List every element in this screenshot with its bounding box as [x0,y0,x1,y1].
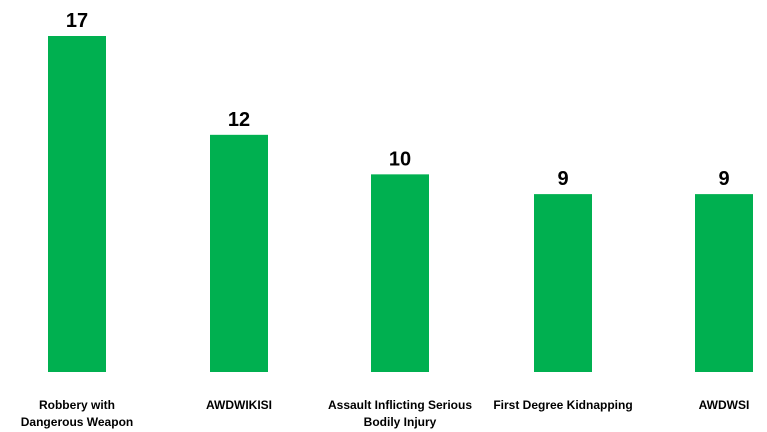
category-label-2: AWDWIKISI [206,398,272,412]
category-label-line: Robbery with [39,398,115,412]
data-label-1: 17 [66,10,88,32]
category-label-line: Bodily Injury [364,415,437,429]
data-label-4: 9 [557,168,568,190]
bar-4 [534,194,592,372]
category-labels-group: Robbery with Dangerous Weapon AWDWIKISI Ass… [21,398,750,429]
bar-1 [48,36,106,372]
data-labels-group: 17 12 10 9 9 [66,10,730,190]
data-label-5: 9 [718,168,729,190]
category-label-line: Dangerous Weapon [21,415,133,429]
category-label-line: Assault Inflicting Serious [328,398,472,412]
bars-group [48,36,753,372]
data-label-3: 10 [389,148,411,170]
category-label-1: Robbery with Dangerous Weapon [21,398,133,429]
bar-2 [210,134,268,372]
category-label-line: First Degree Kidnapping [493,398,632,412]
bar-3 [371,174,429,372]
category-label-5: AWDWSI [699,398,750,412]
category-label-4: First Degree Kidnapping [493,398,632,412]
category-label-3: Assault Inflicting Serious Bodily Injury [328,398,472,429]
data-label-2: 12 [228,109,250,131]
bar-5 [695,194,753,372]
category-label-line: AWDWIKISI [206,398,272,412]
category-label-line: AWDWSI [699,398,750,412]
